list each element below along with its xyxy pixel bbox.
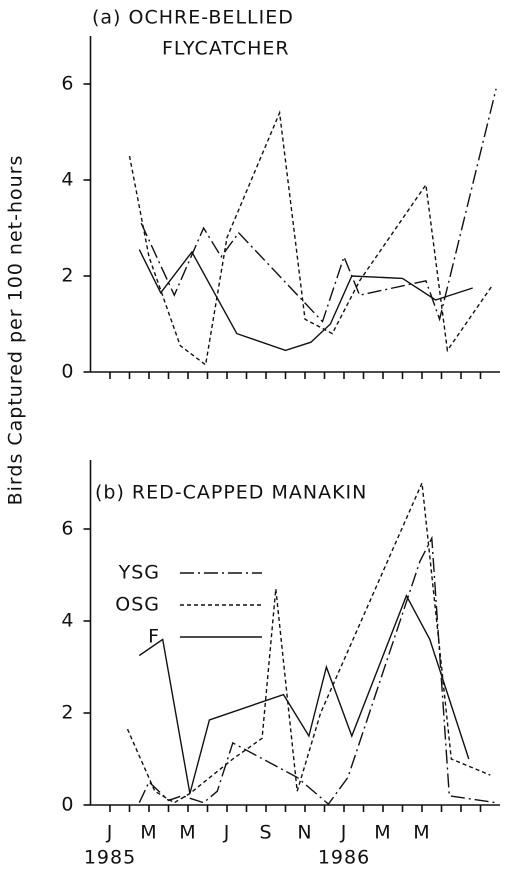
chart-title: (b) RED-CAPPED MANAKIN xyxy=(95,482,367,504)
y-tick-label: 4 xyxy=(61,610,74,632)
x-tick-label: N xyxy=(297,822,312,844)
data-line xyxy=(140,88,497,323)
x-tick-label: M xyxy=(374,822,391,844)
chart-title: (a) OCHRE-BELLIED xyxy=(92,7,294,29)
y-axis-label: Birds Captured per 100 net-hours xyxy=(5,155,27,506)
chart-title: FLYCATCHER xyxy=(162,38,290,60)
y-tick-label: 0 xyxy=(61,794,74,816)
x-tick-label: S xyxy=(259,822,272,844)
legend-label: OSG xyxy=(115,594,160,616)
y-tick-label: 6 xyxy=(61,518,74,540)
data-line xyxy=(126,480,491,804)
data-line xyxy=(138,535,497,806)
y-tick-label: 6 xyxy=(61,73,74,95)
y-tick-label: 4 xyxy=(61,169,74,191)
x-tick-label: J xyxy=(223,822,231,844)
data-line xyxy=(138,594,470,794)
y-tick-label: 0 xyxy=(61,361,74,383)
data-line xyxy=(128,110,493,367)
y-tick-label: 2 xyxy=(61,702,74,724)
y-tick-label: 2 xyxy=(61,265,74,287)
x-tick-label: M xyxy=(179,822,196,844)
year-label: 1986 xyxy=(318,847,370,869)
x-tick-label: J xyxy=(106,822,114,844)
x-tick-label: M xyxy=(413,822,430,844)
x-tick-label: J xyxy=(340,822,348,844)
legend-label: YSG xyxy=(118,562,160,584)
x-tick-label: M xyxy=(140,822,157,844)
year-label: 1985 xyxy=(84,847,136,869)
legend-label: F xyxy=(148,626,160,648)
data-line xyxy=(138,249,473,352)
